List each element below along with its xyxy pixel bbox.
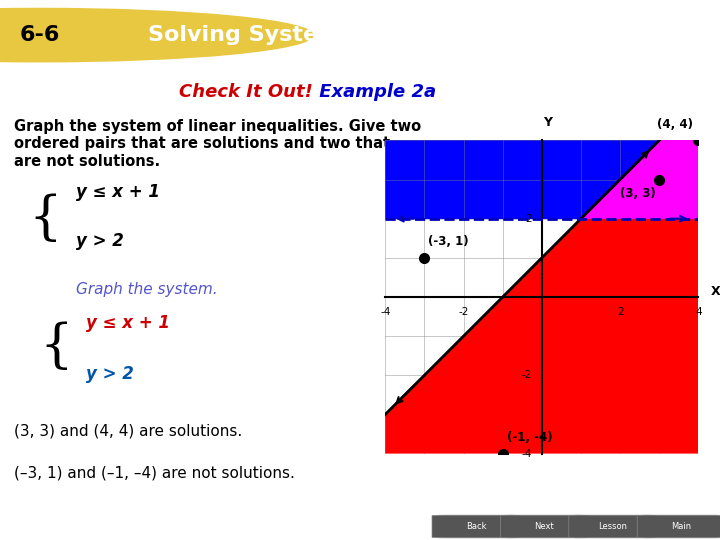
Text: Example 2a: Example 2a [313,84,436,102]
Text: Main: Main [671,522,691,531]
Text: -2: -2 [521,370,532,380]
Text: 2: 2 [617,307,624,317]
Text: y > 2: y > 2 [86,364,134,382]
Text: (3, 3) and (4, 4) are solutions.: (3, 3) and (4, 4) are solutions. [14,423,243,438]
Text: Next: Next [534,522,554,531]
Text: (-3, 1): (-3, 1) [428,235,469,248]
Text: (–3, 1) and (–1, –4) are not solutions.: (–3, 1) and (–1, –4) are not solutions. [14,465,295,481]
FancyBboxPatch shape [432,515,520,538]
Text: y ≤ x + 1: y ≤ x + 1 [76,183,160,201]
Polygon shape [581,140,698,219]
Text: -2: -2 [459,307,469,317]
Text: {: { [40,321,73,373]
Text: (-1, -4): (-1, -4) [507,431,552,444]
Text: (4, 4): (4, 4) [657,118,693,131]
Text: (3, 3): (3, 3) [620,187,655,200]
Text: X: X [711,285,720,298]
Text: 2: 2 [526,214,532,224]
Text: © HOLT McDOUGAL, All Rights Reserved: © HOLT McDOUGAL, All Rights Reserved [14,522,212,531]
Text: -4: -4 [380,307,390,317]
FancyBboxPatch shape [569,515,657,538]
Text: Lesson: Lesson [598,522,627,531]
FancyBboxPatch shape [637,515,720,538]
Text: Graph the system.: Graph the system. [76,282,217,297]
Text: -4: -4 [521,449,532,458]
FancyBboxPatch shape [500,515,588,538]
Text: 6-6: 6-6 [19,25,60,45]
Text: Solving Systems of Linear Inequalities: Solving Systems of Linear Inequalities [148,25,629,45]
Text: Back: Back [466,522,486,531]
Text: 4: 4 [695,307,702,317]
Polygon shape [385,140,698,454]
Circle shape [0,9,313,62]
Text: Y: Y [543,116,552,129]
Polygon shape [385,140,698,219]
Text: y ≤ x + 1: y ≤ x + 1 [86,314,171,332]
Text: Graph the system of linear inequalities. Give two
ordered pairs that are solutio: Graph the system of linear inequalities.… [14,119,421,168]
Text: Check It Out!: Check It Out! [179,84,313,102]
Text: {: { [29,193,63,244]
Text: y > 2: y > 2 [76,232,123,249]
